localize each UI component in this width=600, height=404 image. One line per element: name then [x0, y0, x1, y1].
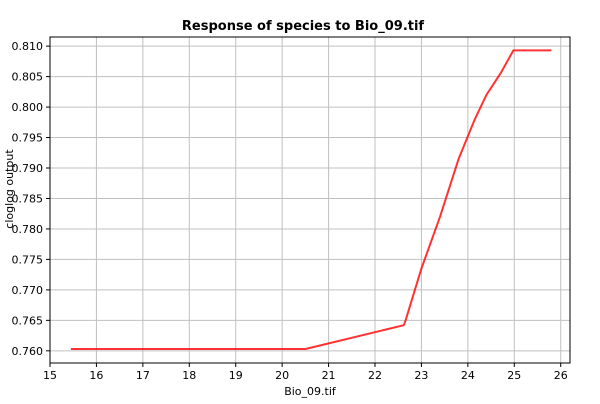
- response-curve: [70, 49, 552, 350]
- y-tick-label: 0.760: [12, 345, 44, 358]
- y-tick-label: 0.810: [12, 40, 44, 53]
- y-tick-label: 0.790: [12, 162, 44, 175]
- x-tick-label: 24: [461, 369, 475, 382]
- x-axis: 15 16 17 18 19 20 21 22 23 24 25 26: [43, 363, 568, 382]
- y-axis: 0.760 0.765 0.770 0.775 0.780 0.785 0.790 0.795…: [12, 40, 50, 358]
- y-tick-label: 0.785: [12, 192, 44, 205]
- y-tick-label: 0.775: [12, 253, 44, 266]
- y-tick-label: 0.780: [12, 223, 44, 236]
- x-axis-label: Bio_09.tif: [284, 385, 337, 398]
- x-tick-label: 25: [507, 369, 521, 382]
- y-tick-label: 0.795: [12, 132, 44, 145]
- y-tick-label: 0.770: [12, 284, 44, 297]
- x-tick-label: 22: [368, 369, 382, 382]
- x-tick-label: 20: [275, 369, 289, 382]
- plot-frame: [49, 36, 571, 364]
- y-tick-label: 0.765: [12, 314, 44, 327]
- x-tick-label: 16: [89, 369, 103, 382]
- x-tick-label: 17: [136, 369, 150, 382]
- y-tick-label: 0.800: [12, 101, 44, 114]
- chart-title: Response of species to Bio_09.tif: [182, 19, 425, 34]
- x-tick-label: 26: [554, 369, 568, 382]
- y-axis-label: cloglog output: [3, 149, 16, 229]
- x-tick-label: 15: [43, 369, 57, 382]
- x-tick-label: 18: [182, 369, 196, 382]
- x-tick-label: 23: [414, 369, 428, 382]
- x-tick-label: 21: [322, 369, 336, 382]
- x-tick-label: 19: [229, 369, 243, 382]
- y-tick-label: 0.805: [12, 71, 44, 84]
- grid: [49, 37, 570, 363]
